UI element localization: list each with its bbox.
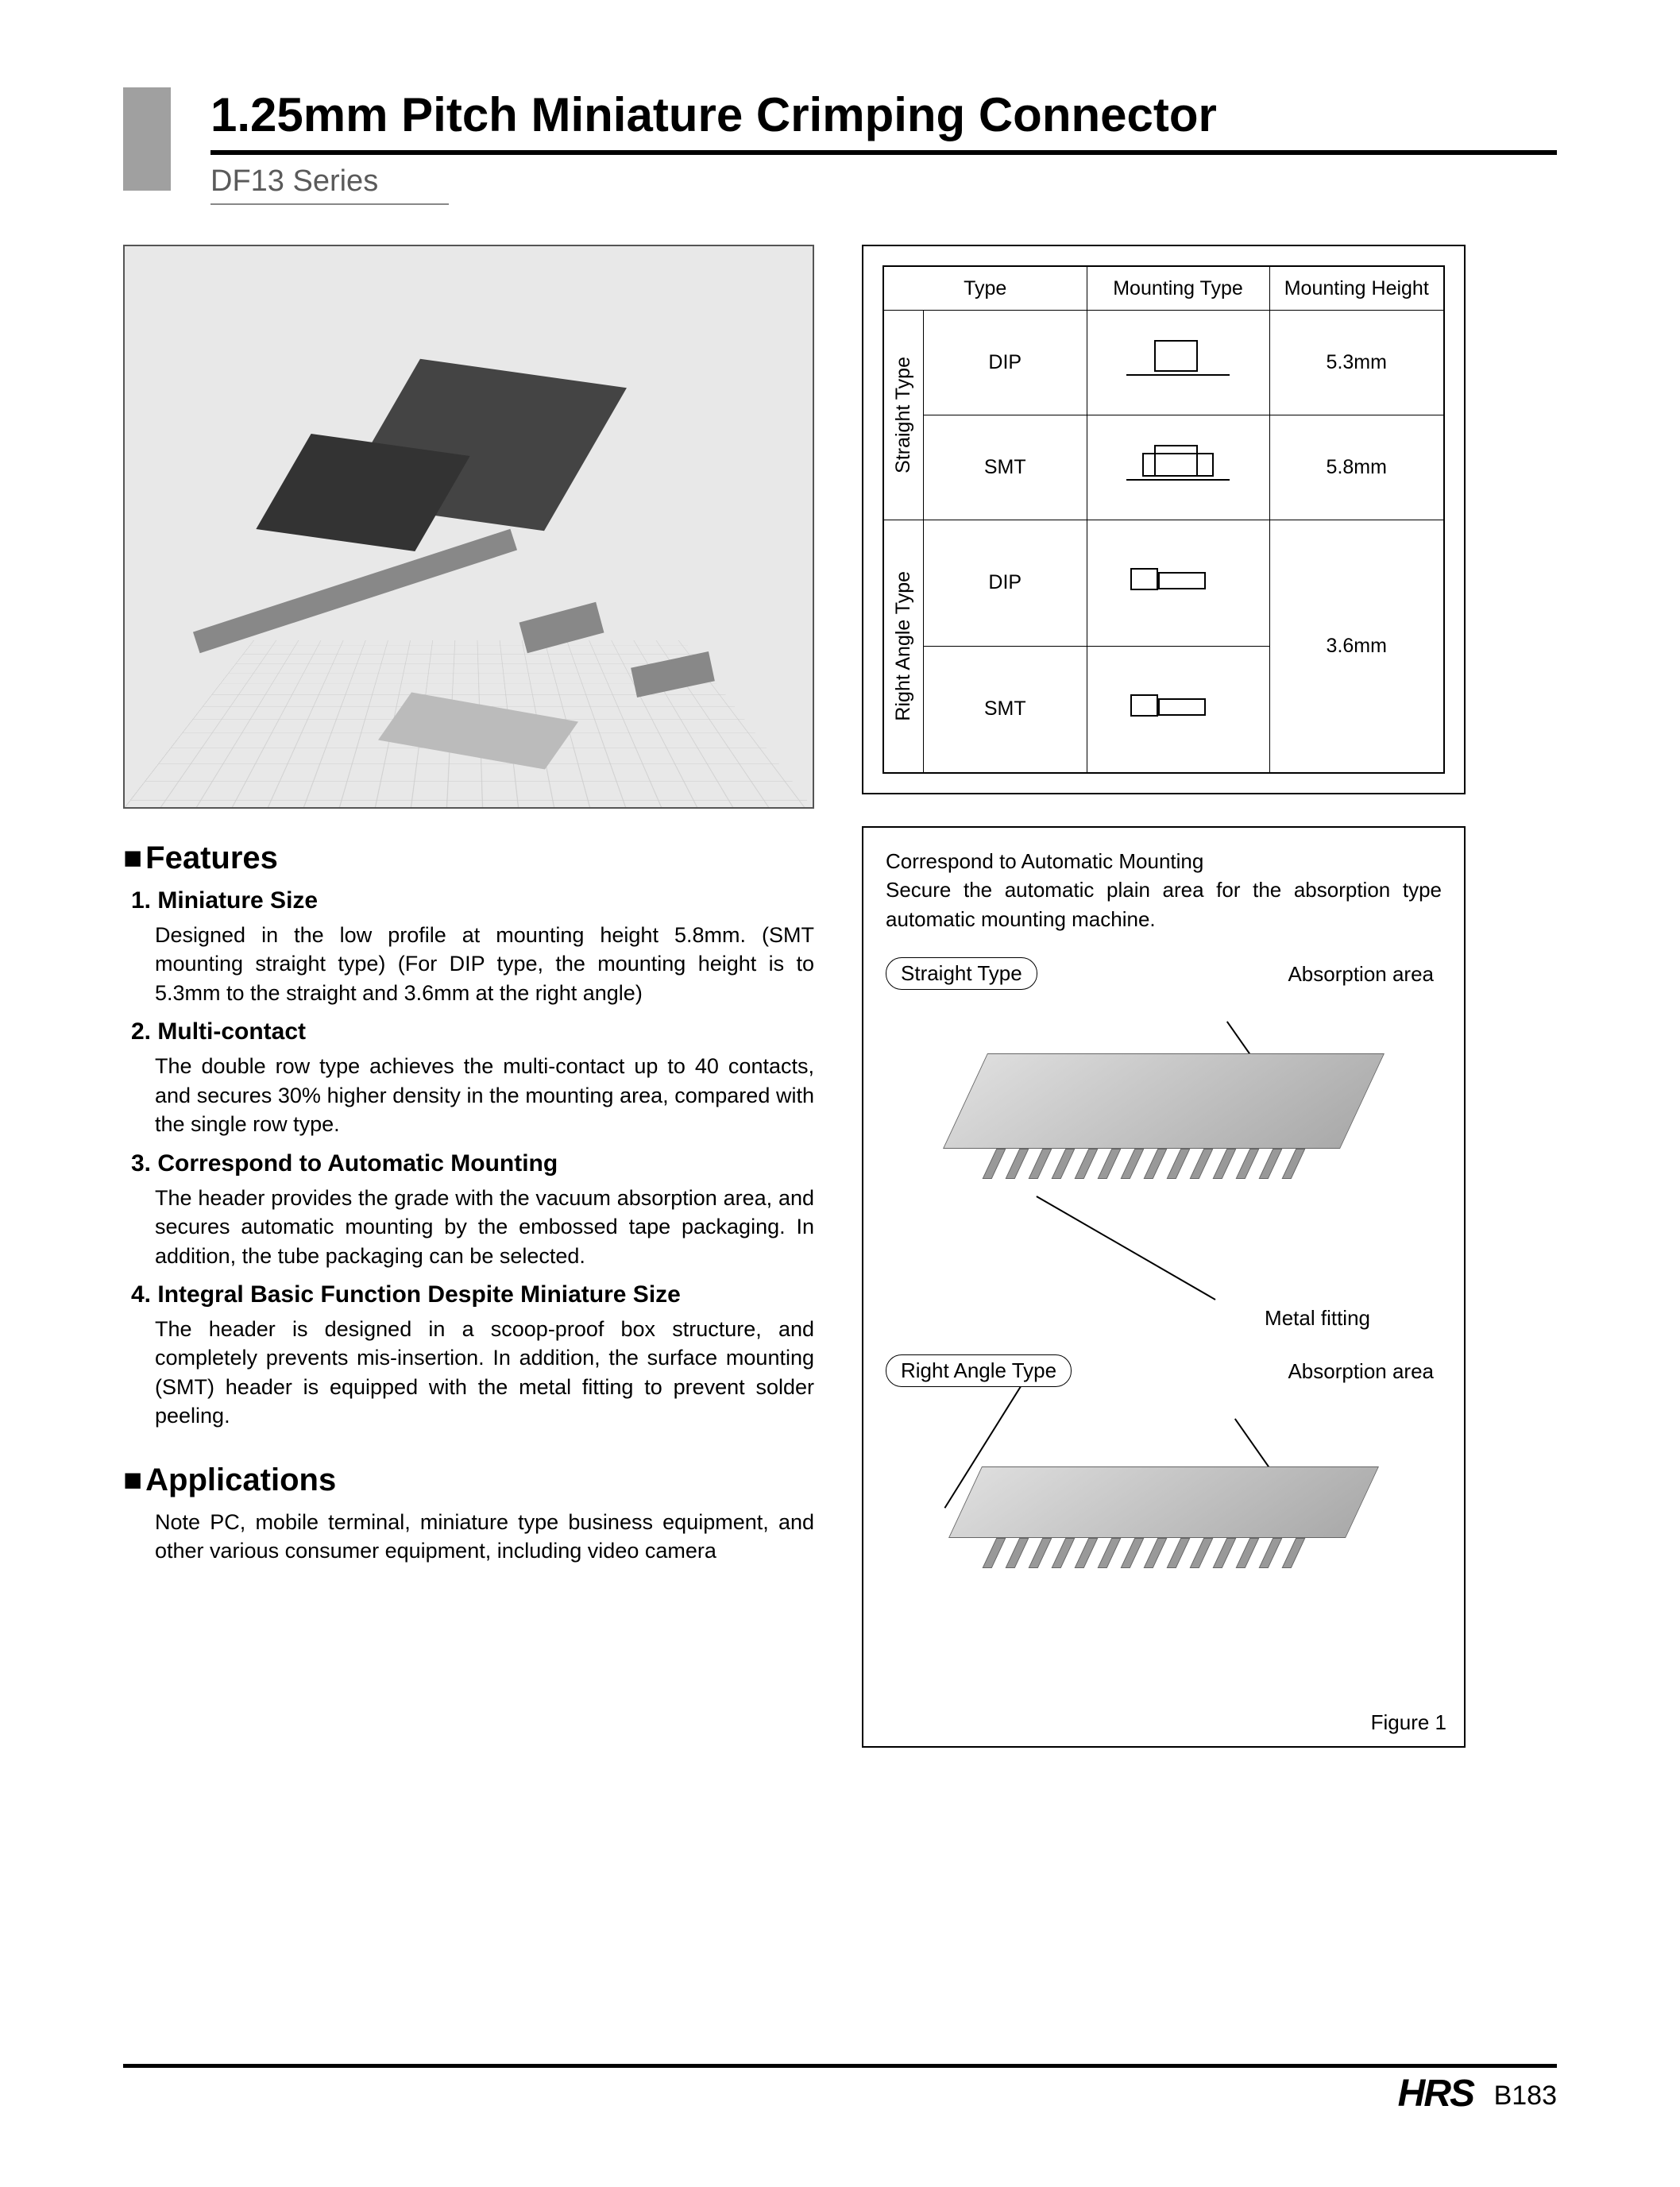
- feature-title: 3. Correspond to Automatic Mounting: [131, 1150, 814, 1177]
- product-photo: [123, 245, 814, 809]
- connector-render-right-angle: [917, 1403, 1410, 1609]
- feature-body: Designed in the low profile at mounting …: [155, 921, 814, 1007]
- cell-type: DIP: [924, 520, 1087, 646]
- col-mounting-height: Mounting Height: [1269, 266, 1444, 311]
- feature-title: 4. Integral Basic Function Despite Minia…: [131, 1281, 814, 1308]
- header-tab: [123, 87, 171, 191]
- type-table-frame: Type Mounting Type Mounting Height Strai…: [862, 245, 1466, 794]
- straight-type-pill: Straight Type: [886, 957, 1037, 990]
- cell-height: 5.8mm: [1269, 415, 1444, 520]
- figure-subheading: Secure the automatic plain area for the …: [886, 875, 1442, 933]
- absorption-label: Absorption area: [1288, 962, 1434, 987]
- footer-page-number: B183: [1494, 2081, 1557, 2112]
- feature-title: 1. Miniature Size: [131, 887, 814, 914]
- cell-height: 5.3mm: [1269, 311, 1444, 415]
- feature-item: 4. Integral Basic Function Despite Minia…: [123, 1281, 814, 1431]
- footer-logo: HRS: [1398, 2072, 1473, 2116]
- cell-type: SMT: [924, 415, 1087, 520]
- feature-item: 3. Correspond to Automatic Mounting The …: [123, 1150, 814, 1270]
- col-mounting-type: Mounting Type: [1087, 266, 1269, 311]
- table-row: SMT 5.8mm: [883, 415, 1444, 520]
- footer-rule: [123, 2064, 1557, 2068]
- applications-body: Note PC, mobile terminal, miniature type…: [155, 1508, 814, 1566]
- feature-item: 1. Miniature Size Designed in the low pr…: [123, 887, 814, 1007]
- cell-type: DIP: [924, 311, 1087, 415]
- metal-fitting-label: Metal fitting: [1265, 1306, 1370, 1331]
- group-right-angle: Right Angle Type: [889, 555, 918, 737]
- feature-item: 2. Multi-contact The double row type ach…: [123, 1018, 814, 1138]
- page-title: 1.25mm Pitch Miniature Crimping Connecto…: [210, 87, 1557, 142]
- table-row: Right Angle Type DIP 3.6mm: [883, 520, 1444, 646]
- right-angle-type-pill: Right Angle Type: [886, 1354, 1072, 1387]
- figure-caption: Figure 1: [1371, 1710, 1446, 1735]
- table-row: Straight Type DIP 5.3mm: [883, 311, 1444, 415]
- feature-body: The header is designed in a scoop-proof …: [155, 1315, 814, 1431]
- cell-type: SMT: [924, 646, 1087, 773]
- applications-heading: Applications: [123, 1463, 814, 1498]
- type-table: Type Mounting Type Mounting Height Strai…: [882, 265, 1445, 774]
- feature-body: The double row type achieves the multi-c…: [155, 1052, 814, 1138]
- title-block: 1.25mm Pitch Miniature Crimping Connecto…: [210, 87, 1557, 155]
- col-type: Type: [883, 266, 1087, 311]
- mounting-drawing: [1087, 646, 1269, 773]
- cell-height: 3.6mm: [1269, 520, 1444, 773]
- table-header-row: Type Mounting Type Mounting Height: [883, 266, 1444, 311]
- figure-heading: Correspond to Automatic Mounting: [886, 847, 1442, 875]
- feature-body: The header provides the grade with the v…: [155, 1184, 814, 1270]
- series-label: DF13 Series: [210, 164, 449, 205]
- mounting-drawing: [1087, 311, 1269, 415]
- mounting-drawing: [1087, 415, 1269, 520]
- connector-render-straight: [917, 1006, 1410, 1212]
- absorption-label: Absorption area: [1288, 1359, 1434, 1384]
- group-straight: Straight Type: [889, 341, 918, 489]
- feature-title: 2. Multi-contact: [131, 1018, 814, 1045]
- features-heading: Features: [123, 840, 814, 876]
- mounting-drawing: [1087, 520, 1269, 646]
- figure-box: Correspond to Automatic Mounting Secure …: [862, 826, 1466, 1748]
